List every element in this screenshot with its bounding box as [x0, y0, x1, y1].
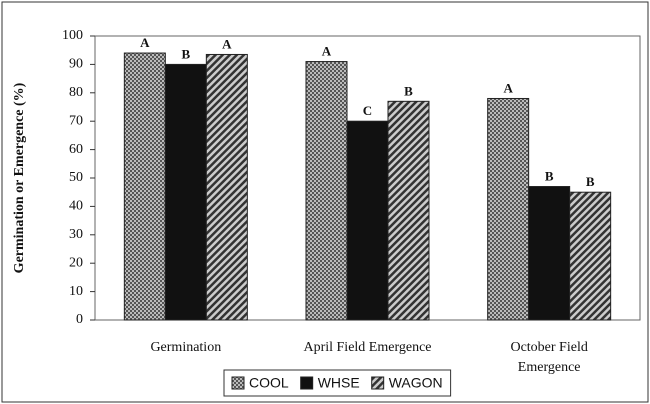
y-tick-label: 10	[69, 284, 83, 299]
y-tick-label: 100	[62, 28, 83, 43]
bar	[164, 63, 207, 321]
bar	[346, 120, 389, 321]
y-tick-label: 90	[69, 57, 83, 72]
significance-letter: B	[545, 169, 554, 184]
legend-swatch	[300, 376, 314, 390]
significance-letter: A	[140, 35, 150, 50]
legend-label: WAGON	[389, 375, 443, 391]
bar	[528, 186, 571, 321]
x-tick-label: October Field Emergence	[510, 340, 588, 375]
legend-label: COOL	[249, 375, 289, 391]
bar	[305, 61, 348, 321]
y-tick-label: 20	[69, 255, 83, 270]
x-tick-label: April Field Emergence	[303, 340, 432, 355]
bar	[569, 191, 612, 321]
y-tick-label: 40	[69, 199, 83, 214]
bar	[123, 52, 166, 321]
legend-swatch	[371, 376, 385, 390]
x-tick-label: Germination	[150, 340, 222, 355]
y-tick-label: 0	[76, 312, 83, 327]
y-axis-label: Germination or Emergence (%)	[12, 82, 27, 273]
bar	[487, 97, 530, 321]
legend-swatch	[231, 376, 245, 390]
legend-label: WHSE	[318, 375, 360, 391]
bar	[205, 53, 248, 321]
significance-letter: B	[181, 46, 190, 61]
significance-letter: B	[586, 174, 595, 189]
y-tick-label: 50	[69, 170, 83, 185]
y-tick-label: 80	[69, 85, 83, 100]
y-tick-label: 70	[69, 113, 83, 128]
bar	[387, 100, 430, 321]
y-tick-label: 30	[69, 227, 83, 242]
significance-letter: A	[322, 44, 332, 59]
significance-letter: B	[404, 83, 413, 98]
significance-letter: A	[222, 36, 232, 51]
significance-letter: A	[503, 80, 513, 95]
y-tick-label: 60	[69, 142, 83, 157]
legend-box	[223, 369, 452, 397]
significance-letter: C	[363, 103, 372, 118]
